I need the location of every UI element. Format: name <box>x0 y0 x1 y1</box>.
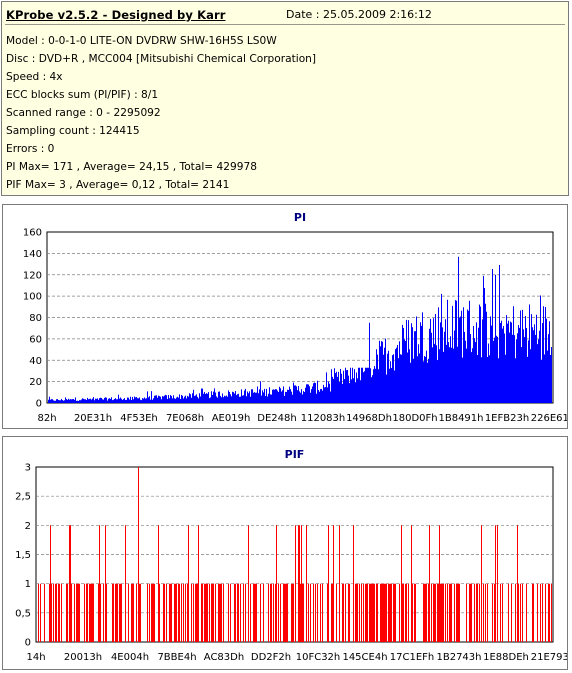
pi-y-tick-label: 60 <box>29 334 42 345</box>
pif-y-tick-label: 1 <box>25 579 31 590</box>
pi-x-tick-label: 20E31h <box>74 413 112 424</box>
pif-x-tick-label: 1B2743h <box>436 652 481 663</box>
pi-y-tick-label: 0 <box>36 399 42 410</box>
pif-chart-title: PIF <box>285 448 305 461</box>
pif-series <box>38 467 552 642</box>
pif-y-tick-label: 3 <box>25 463 31 474</box>
pi-series-bars <box>48 256 552 403</box>
pif-chart-panel: PIF 0 0,5 1 1,5 2 2,5 3 14h 20013h 4E004h 7BBE4h AC8… <box>2 436 572 670</box>
pif-series-bars <box>38 467 552 642</box>
pi-y-tick-label: 140 <box>23 249 42 260</box>
pif-x-tick-label: 20013h <box>64 652 102 663</box>
pi-x-tick-label: 1B8491h <box>438 413 483 424</box>
pi-chart-title: PI <box>294 211 306 224</box>
pi-x-tick-label: AE019h <box>212 413 251 424</box>
pi-series <box>48 256 552 403</box>
pif-chart: PIF 0 0,5 1 1,5 2 2,5 3 14h 20013h 4E004h 7BBE4h AC8… <box>15 448 572 663</box>
pi-y-tick-label: 100 <box>23 292 42 303</box>
info-scanned-range: Scanned range : 0 - 2295092 <box>6 107 161 119</box>
pi-x-tick-label: 112083h <box>301 413 346 424</box>
scan-date: Date : 25.05.2009 2:16:12 <box>286 8 432 21</box>
pif-x-tick-label: 14h <box>26 652 45 663</box>
info-speed: Speed : 4x <box>6 71 63 83</box>
pi-chart-panel: PI 0 20 40 60 80 100 120 140 160 82h 20E31h 4F53Eh 7E… <box>2 204 572 429</box>
pif-y-tick-label: 2 <box>25 521 31 532</box>
divider <box>5 24 565 25</box>
pif-y-tick-label: 0 <box>25 638 31 649</box>
pif-x-tick-label: 21E793h <box>531 652 567 663</box>
pif-x-tick-label: 17C1EFh <box>390 652 434 663</box>
app-title: KProbe v2.5.2 - Designed by Karr <box>6 8 226 22</box>
pif-x-tick-label: 4E004h <box>111 652 149 663</box>
pif-x-tick-label: 145CE4h <box>342 652 387 663</box>
info-sampling-count: Sampling count : 124415 <box>6 125 140 137</box>
pif-x-tick-label: 7BBE4h <box>157 652 196 663</box>
pif-x-tick-label: 1E88DEh <box>483 652 529 663</box>
pi-x-tick-label: 226E61h <box>531 413 567 424</box>
info-pi-stats: PI Max= 171 , Average= 24,15 , Total= 42… <box>6 161 257 173</box>
pi-y-tick-label: 40 <box>29 356 42 367</box>
pi-x-tick-label: 180D0Fh <box>392 413 437 424</box>
info-disc: Disc : DVD+R , MCC004 [Mitsubishi Chemic… <box>6 53 317 65</box>
pi-x-tick-label: 1EFB23h <box>485 413 529 424</box>
info-pif-stats: PIF Max= 3 , Average= 0,12 , Total= 2141 <box>6 179 230 191</box>
pi-y-tick-label: 80 <box>29 313 42 324</box>
pif-y-tick-label: 1,5 <box>15 550 31 561</box>
pi-y-tick-label: 160 <box>23 228 42 239</box>
pi-x-tick-label: DE248h <box>257 413 296 424</box>
info-ecc-sum: ECC blocks sum (PI/PIF) : 8/1 <box>6 89 159 101</box>
pi-chart: PI 0 20 40 60 80 100 120 140 160 82h 20E31h 4F53Eh 7E… <box>23 211 572 424</box>
pif-y-tick-label: 2,5 <box>15 492 31 503</box>
pi-y-tick-label: 120 <box>23 270 42 281</box>
pi-y-tick-label: 20 <box>29 377 42 388</box>
pi-x-tick-label: 4F53Eh <box>120 413 158 424</box>
pif-x-tick-label: AC83Dh <box>204 652 244 663</box>
pi-x-tick-label: 7E068h <box>166 413 204 424</box>
pi-x-tick-label: 14968Dh <box>346 413 392 424</box>
info-model: Model : 0-0-1-0 LITE-ON DVDRW SHW-16H5S … <box>6 35 277 47</box>
pi-x-tick-label: 82h <box>37 413 56 424</box>
pif-y-tick-label: 0,5 <box>15 608 31 619</box>
info-errors: Errors : 0 <box>6 143 55 155</box>
pif-x-tick-label: DD2F2h <box>251 652 291 663</box>
info-panel: KProbe v2.5.2 - Designed by Karr Date : … <box>1 1 569 196</box>
pif-x-tick-label: 10FC32h <box>296 652 341 663</box>
